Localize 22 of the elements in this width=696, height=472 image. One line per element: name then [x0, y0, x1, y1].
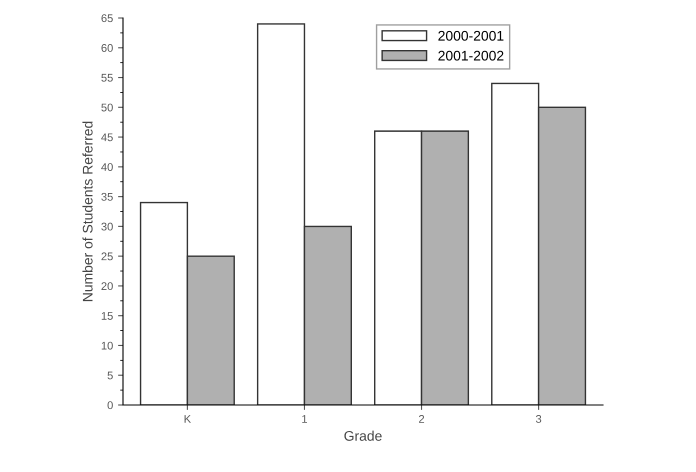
x-tick-label: K: [184, 415, 191, 423]
x-tick-label: 3: [536, 415, 542, 423]
y-tick-label: 55: [101, 74, 113, 82]
y-tick-label: 20: [101, 282, 113, 290]
x-tick-label: 1: [302, 415, 308, 423]
y-tick-label: 30: [101, 222, 113, 231]
y-tick-label: 60: [101, 44, 113, 52]
y-tick-label: 25: [101, 252, 113, 260]
y-axis-title: Number of Students Referred: [82, 122, 93, 302]
y-tick-label: 15: [102, 312, 113, 320]
y-tick-label: 5: [108, 372, 113, 380]
legend-label: 2000-2001: [438, 30, 504, 41]
y-tick-label: 10: [102, 342, 113, 350]
x-axis-title: Grade: [344, 430, 382, 441]
y-tick-label: 50: [101, 104, 113, 112]
y-tick-label: 40: [101, 163, 113, 171]
y-tick-label: 35: [101, 192, 113, 201]
y-tick-label: 45: [101, 133, 113, 142]
y-tick-label: 65: [101, 14, 113, 22]
y-tick-label: 0: [108, 401, 113, 410]
x-tick-label: 2: [419, 415, 424, 423]
legend-label: 2001-2002: [438, 50, 504, 61]
